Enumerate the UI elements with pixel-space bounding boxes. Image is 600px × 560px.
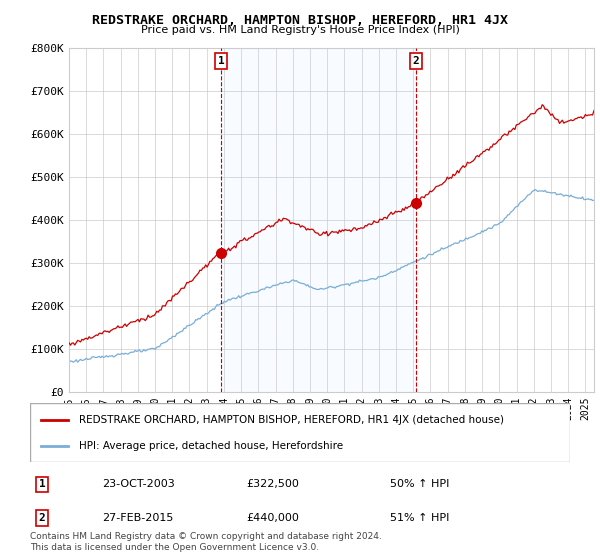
Text: 27-FEB-2015: 27-FEB-2015 xyxy=(102,513,173,523)
Bar xyxy=(221,48,416,392)
Text: 1: 1 xyxy=(218,56,224,66)
Text: 2: 2 xyxy=(38,513,46,523)
Text: 1: 1 xyxy=(38,479,46,489)
Text: 23-OCT-2003: 23-OCT-2003 xyxy=(102,479,175,489)
Text: HPI: Average price, detached house, Herefordshire: HPI: Average price, detached house, Here… xyxy=(79,441,343,451)
Text: Contains HM Land Registry data © Crown copyright and database right 2024.
This d: Contains HM Land Registry data © Crown c… xyxy=(30,532,382,552)
Text: 50% ↑ HPI: 50% ↑ HPI xyxy=(390,479,449,489)
Text: £322,500: £322,500 xyxy=(246,479,299,489)
Text: 51% ↑ HPI: 51% ↑ HPI xyxy=(390,513,449,523)
Text: 2: 2 xyxy=(413,56,419,66)
Text: REDSTRAKE ORCHARD, HAMPTON BISHOP, HEREFORD, HR1 4JX (detached house): REDSTRAKE ORCHARD, HAMPTON BISHOP, HEREF… xyxy=(79,414,503,424)
Text: £440,000: £440,000 xyxy=(246,513,299,523)
Text: Price paid vs. HM Land Registry's House Price Index (HPI): Price paid vs. HM Land Registry's House … xyxy=(140,25,460,35)
Text: REDSTRAKE ORCHARD, HAMPTON BISHOP, HEREFORD, HR1 4JX: REDSTRAKE ORCHARD, HAMPTON BISHOP, HEREF… xyxy=(92,14,508,27)
FancyBboxPatch shape xyxy=(30,403,570,462)
